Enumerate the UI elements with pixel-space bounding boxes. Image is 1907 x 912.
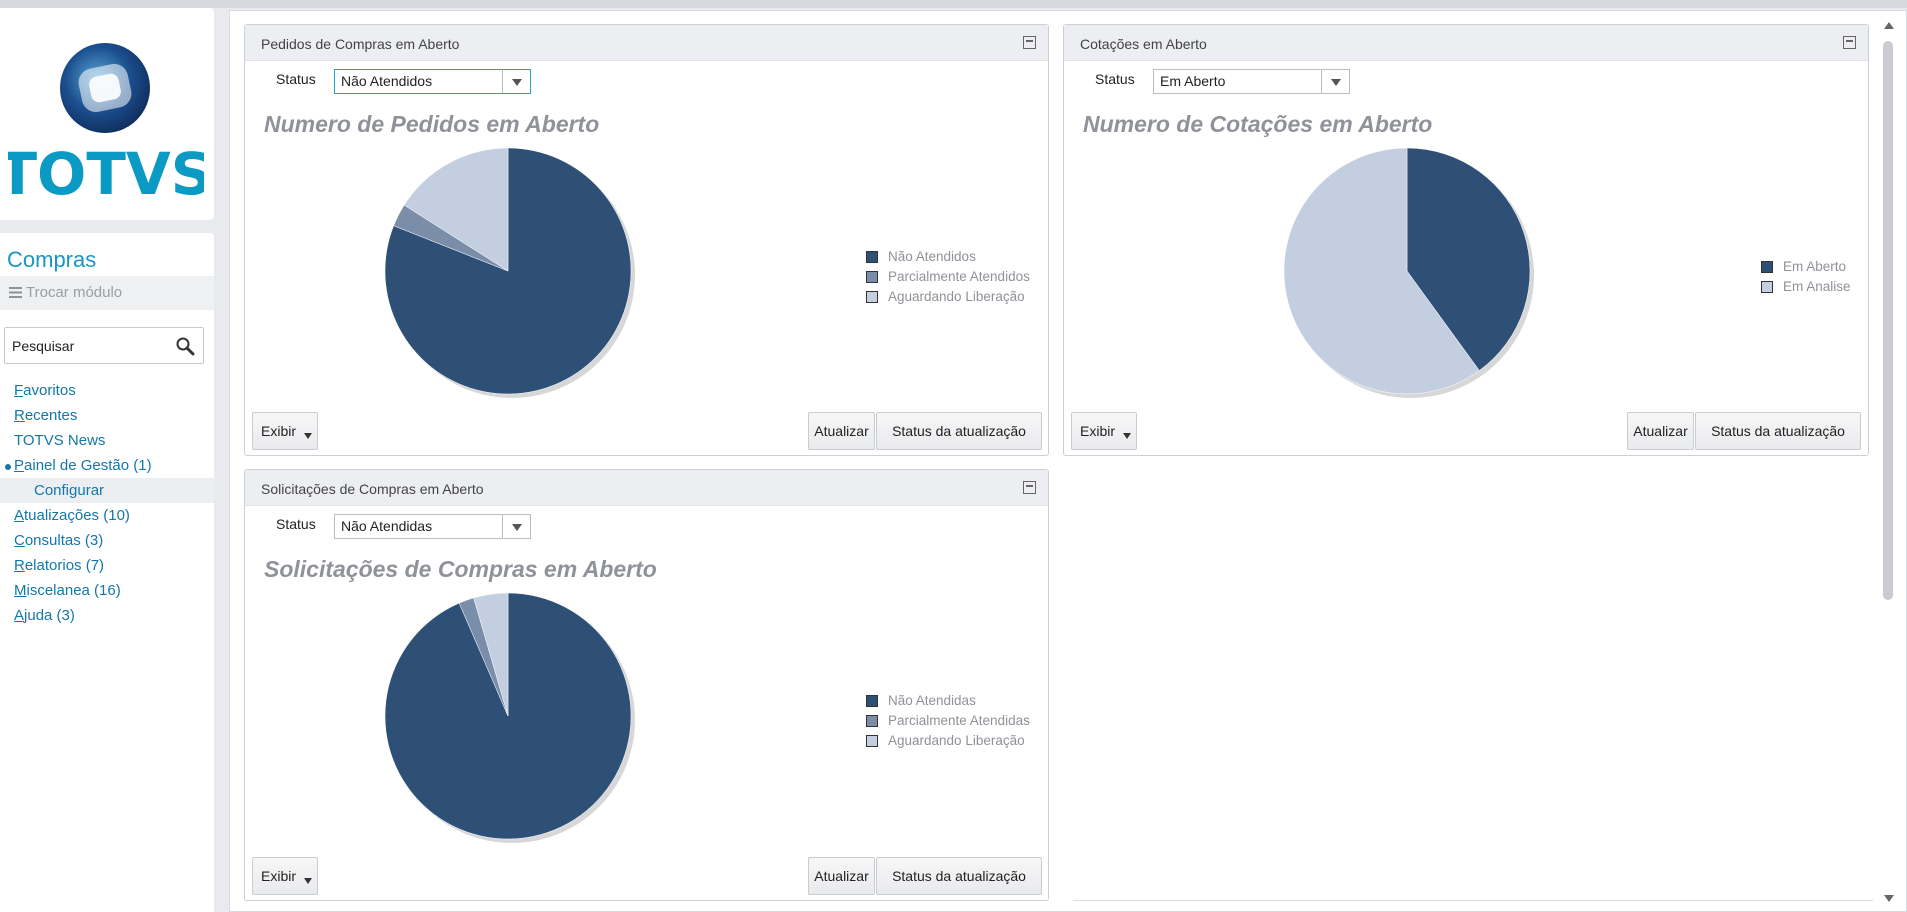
sidebar-item-configurar[interactable]: Configurar <box>0 478 214 503</box>
legend-item[interactable]: Em Aberto <box>1761 257 1851 277</box>
legend-item[interactable]: Não Atendidos <box>866 247 1030 267</box>
minimize-icon[interactable] <box>1843 36 1856 49</box>
sidebar-item-painel-de-gestao[interactable]: Painel de Gestão (1) <box>0 453 214 478</box>
widget-cotacoes: Cotações em Aberto Status Em Aberto Nume… <box>1063 24 1869 456</box>
legend-swatch <box>866 695 878 707</box>
divider <box>1073 900 1873 901</box>
legend-label: Em Aberto <box>1783 259 1847 274</box>
legend-swatch <box>866 715 878 727</box>
widget-title: Solicitações de Compras em Aberto <box>261 481 484 497</box>
status-label: Status <box>1095 71 1135 87</box>
chart-title: Solicitações de Compras em Aberto <box>264 556 657 582</box>
legend-swatch <box>1761 281 1773 293</box>
sidebar-item-miscelanea[interactable]: Miscelanea (16) <box>14 582 121 599</box>
sidebar-item-consultas[interactable]: Consultas (3) <box>14 532 104 549</box>
widget-header: Pedidos de Compras em Aberto <box>245 25 1048 61</box>
chart-title: Numero de Cotações em Aberto <box>1083 111 1433 137</box>
sidebar-item-totvs-news[interactable]: TOTVS News <box>14 432 106 449</box>
chevron-down-icon[interactable] <box>502 70 530 93</box>
pie-slice-1[interactable] <box>1406 148 1531 371</box>
status-atualizacao-button[interactable]: Status da atualização <box>876 412 1042 450</box>
sidebar-menu: Favoritos Recentes TOTVS News Painel de … <box>0 378 214 628</box>
chart-legend: Não Atendidas Parcialmente Atendidas Aguar… <box>866 691 1030 751</box>
legend-item[interactable]: Parcialmente Atendidos <box>866 267 1030 287</box>
widget-pedidos: Pedidos de Compras em Aberto Status Não … <box>244 24 1049 456</box>
logo-panel: TOTVS <box>0 8 214 220</box>
chart-legend: Em Aberto Em Analise <box>1761 257 1851 297</box>
legend-label: Parcialmente Atendidas <box>888 713 1030 728</box>
sidebar-item-favoritos[interactable]: Favoritos <box>14 382 76 399</box>
status-label: Status <box>276 516 316 532</box>
widget-title: Cotações em Aberto <box>1080 36 1207 52</box>
legend-label: Parcialmente Atendidos <box>888 269 1030 284</box>
status-select-value: Não Atendidas <box>341 518 433 534</box>
legend-item[interactable]: Parcialmente Atendidas <box>866 711 1030 731</box>
legend-label: Não Atendidas <box>888 693 976 708</box>
top-strip <box>0 0 1907 8</box>
pie-slice-2[interactable] <box>1284 148 1480 395</box>
scroll-down-arrow-icon[interactable] <box>1884 895 1894 902</box>
legend-item[interactable]: Aguardando Liberação <box>866 287 1030 307</box>
legend-item[interactable]: Aguardando Liberação <box>866 731 1030 751</box>
status-atualizacao-button[interactable]: Status da atualização <box>876 857 1042 895</box>
legend-swatch <box>866 271 878 283</box>
legend-item[interactable]: Não Atendidas <box>866 691 1030 711</box>
widget-header: Cotações em Aberto <box>1064 25 1868 61</box>
scroll-thumb[interactable] <box>1883 41 1893 600</box>
sidebar-nav: Compras Trocar módulo Favoritos Recentes… <box>0 233 214 912</box>
sidebar-item-recentes[interactable]: Recentes <box>14 407 78 424</box>
chart-legend: Não Atendidos Parcialmente Atendidos Aguar… <box>866 247 1030 307</box>
legend-swatch <box>1761 261 1773 273</box>
exibir-button[interactable]: Exibir <box>252 857 318 895</box>
search-icon[interactable] <box>175 336 195 356</box>
switch-module-label: Trocar módulo <box>26 284 123 301</box>
minimize-icon[interactable] <box>1023 481 1036 494</box>
pie-chart <box>385 148 635 398</box>
minimize-icon[interactable] <box>1023 36 1036 49</box>
legend-swatch <box>866 291 878 303</box>
legend-label: Aguardando Liberação <box>888 289 1025 304</box>
legend-swatch <box>866 251 878 263</box>
chevron-down-icon[interactable] <box>502 515 530 538</box>
pie-chart <box>385 593 635 843</box>
status-select[interactable]: Em Aberto <box>1153 69 1350 94</box>
pie-chart <box>1284 148 1534 398</box>
svg-text:TOTVS: TOTVS <box>8 140 204 202</box>
pie-slice-3[interactable] <box>403 148 509 272</box>
legend-label: Não Atendidos <box>888 249 976 264</box>
switch-module-button[interactable]: Trocar módulo <box>0 276 214 310</box>
scroll-up-arrow-icon[interactable] <box>1884 22 1894 29</box>
sidebar-item-atualizacoes[interactable]: Atualizações (10) <box>14 507 130 524</box>
expanded-dot-icon <box>5 464 11 470</box>
legend-label: Em Analise <box>1783 279 1851 294</box>
vertical-scrollbar[interactable] <box>1880 18 1896 912</box>
search-box <box>4 327 204 364</box>
status-select[interactable]: Não Atendidas <box>334 514 531 539</box>
widget-header: Solicitações de Compras em Aberto <box>245 470 1048 506</box>
status-atualizacao-button[interactable]: Status da atualização <box>1695 412 1861 450</box>
legend-swatch <box>866 735 878 747</box>
pie-slice-3[interactable] <box>473 593 509 717</box>
menu-bars-icon <box>9 287 22 298</box>
widget-solicitacoes: Solicitações de Compras em Aberto Status… <box>244 469 1049 901</box>
atualizar-button[interactable]: Atualizar <box>808 857 875 895</box>
status-label: Status <box>276 71 316 87</box>
status-select-value: Não Atendidos <box>341 73 433 89</box>
chart-title: Numero de Pedidos em Aberto <box>264 111 600 137</box>
exibir-button[interactable]: Exibir <box>1071 412 1137 450</box>
legend-item[interactable]: Em Analise <box>1761 277 1851 297</box>
atualizar-button[interactable]: Atualizar <box>808 412 875 450</box>
sidebar-item-relatorios[interactable]: Relatorios (7) <box>14 557 105 574</box>
legend-label: Aguardando Liberação <box>888 733 1025 748</box>
totvs-logo: TOTVS <box>8 43 204 202</box>
exibir-button[interactable]: Exibir <box>252 412 318 450</box>
atualizar-button[interactable]: Atualizar <box>1627 412 1694 450</box>
module-title: Compras <box>7 247 97 272</box>
status-select-value: Em Aberto <box>1160 73 1226 89</box>
chevron-down-icon[interactable] <box>1321 70 1349 93</box>
widget-title: Pedidos de Compras em Aberto <box>261 36 460 52</box>
status-select[interactable]: Não Atendidos <box>334 69 531 94</box>
search-input[interactable] <box>6 329 166 362</box>
sidebar-item-ajuda[interactable]: Ajuda (3) <box>14 607 75 624</box>
